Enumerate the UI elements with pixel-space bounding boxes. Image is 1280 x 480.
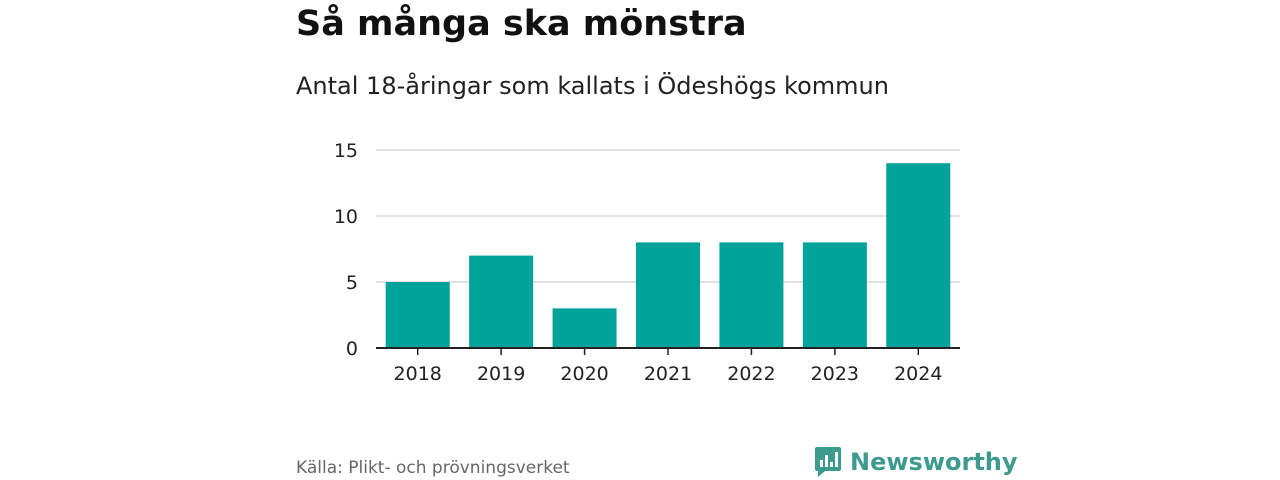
x-tick-label: 2021 <box>644 363 692 385</box>
bar-chart: 0 5 10 15 2018 2019 2020 2021 2022 2023 2024 <box>334 140 960 385</box>
bar-2018 <box>385 282 450 348</box>
y-tick-label: 15 <box>334 140 358 162</box>
bar-2021 <box>636 242 700 348</box>
chart-title: Så många ska mönstra <box>296 4 747 44</box>
y-tick-label: 10 <box>334 206 358 228</box>
bar-2020 <box>552 308 617 348</box>
source-note: Källa: Plikt- och prövningsverket <box>296 458 570 478</box>
bar-2022 <box>719 242 784 348</box>
brand-name: Newsworthy <box>850 448 1018 476</box>
axis-labels: 0 5 10 15 2018 2019 2020 2021 2022 2023 2024 <box>334 140 960 385</box>
bar-2024 <box>886 163 951 348</box>
x-tick-label: 2022 <box>727 363 775 385</box>
x-tick-label: 2018 <box>394 363 442 385</box>
bars <box>385 163 951 348</box>
y-tick-label: 5 <box>346 272 358 294</box>
bar-2023 <box>802 242 867 348</box>
chart-subtitle: Antal 18-åringar som kallats i Ödeshögs … <box>296 72 889 100</box>
x-tick-label: 2024 <box>894 363 942 385</box>
newsworthy-logo: Newsworthy <box>814 446 1018 478</box>
x-tick-label: 2023 <box>811 363 859 385</box>
x-tick-label: 2020 <box>560 363 608 385</box>
y-tick-label: 0 <box>346 338 358 360</box>
x-tick-label: 2019 <box>477 363 525 385</box>
bar-chart-logo-icon <box>815 447 841 477</box>
bar-2019 <box>469 255 534 348</box>
